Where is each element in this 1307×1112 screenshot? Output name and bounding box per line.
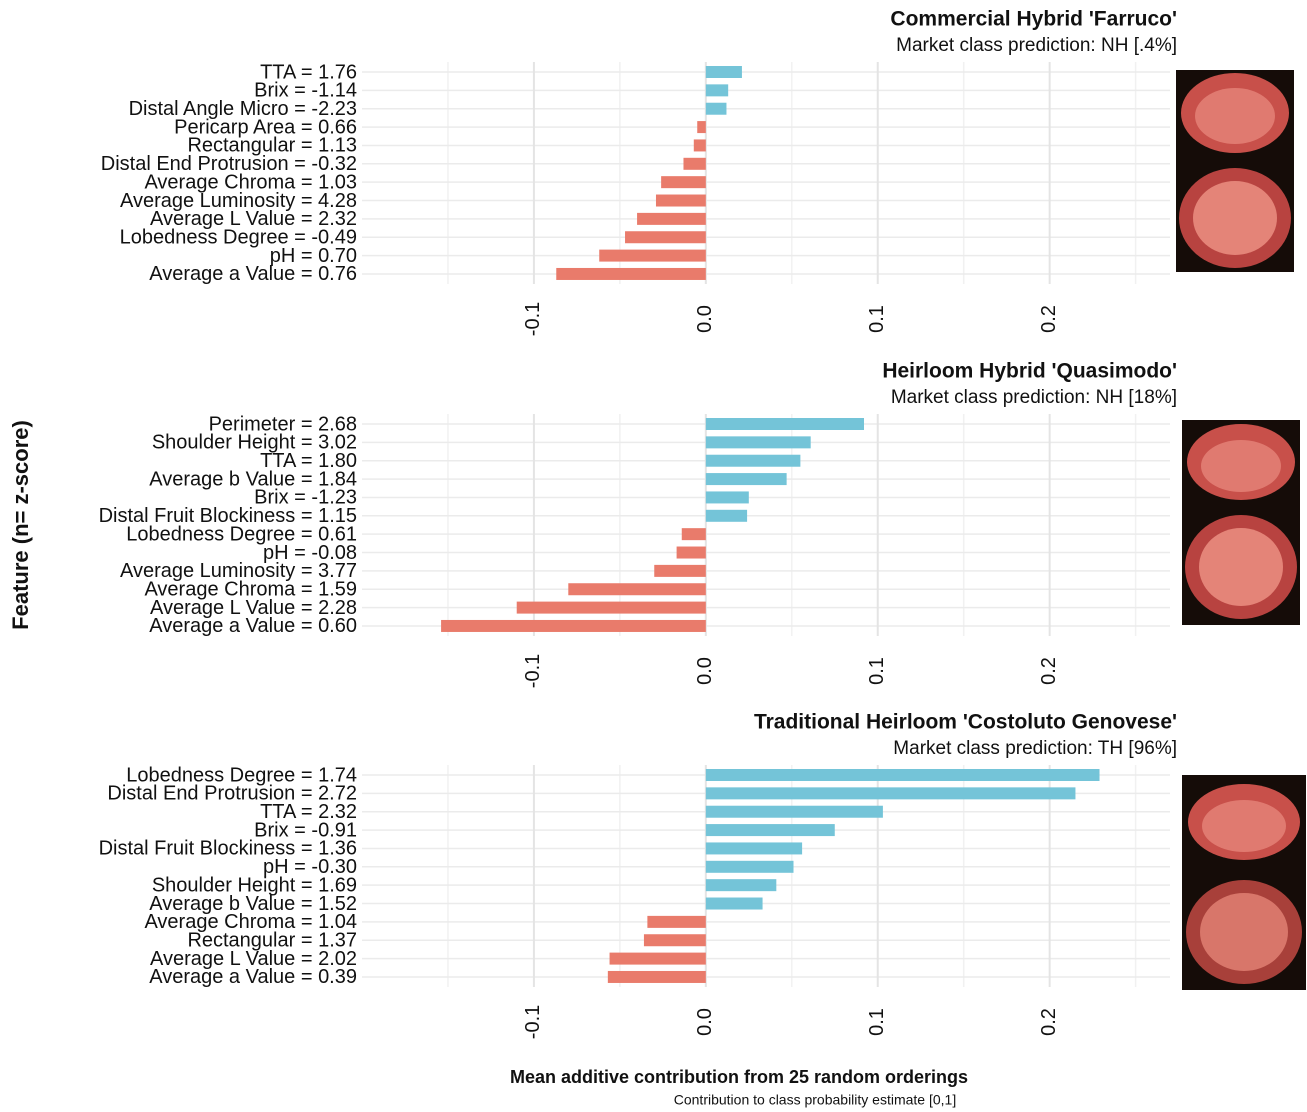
- bar: [706, 436, 811, 448]
- bar: [677, 547, 706, 559]
- bar: [654, 565, 706, 577]
- x-tick-label: -0.1: [522, 654, 544, 688]
- bar: [556, 268, 706, 280]
- panel-title: Heirloom Hybrid 'Quasimodo': [882, 360, 1177, 383]
- bar: [656, 195, 706, 207]
- bar: [610, 953, 706, 965]
- x-tick-label: 0.1: [866, 657, 888, 685]
- y-tick-label: Average a Value = 0.60: [149, 615, 357, 637]
- bar: [706, 806, 883, 818]
- bar: [647, 916, 705, 928]
- bar: [706, 491, 749, 503]
- x-axis-title: Mean additive contribution from 25 rando…: [510, 1067, 968, 1087]
- bar: [706, 473, 787, 485]
- panel-subtitle: Market class prediction: TH [96%]: [893, 738, 1177, 759]
- bar: [706, 787, 1076, 799]
- panel-title: Traditional Heirloom 'Costoluto Genovese…: [754, 711, 1177, 734]
- bar: [682, 528, 706, 540]
- bar: [683, 158, 705, 170]
- bar: [706, 103, 727, 115]
- x-tick-label: 0.2: [1038, 1008, 1060, 1036]
- x-tick-label: 0.1: [866, 1008, 888, 1036]
- bar: [568, 583, 706, 595]
- bar: [706, 898, 763, 910]
- bar: [706, 84, 728, 96]
- panel-title: Commercial Hybrid 'Farruco': [890, 8, 1177, 31]
- bar: [599, 250, 706, 262]
- bar: [706, 66, 742, 78]
- bar: [706, 510, 747, 522]
- y-tick-label: Average a Value = 0.39: [149, 966, 357, 988]
- x-tick-label: 0.2: [1038, 657, 1060, 685]
- bar: [625, 231, 706, 243]
- x-tick-label: 0.0: [694, 657, 716, 685]
- bar: [706, 418, 864, 430]
- x-tick-label: 0.0: [694, 305, 716, 333]
- y-tick-label: Average a Value = 0.76: [149, 263, 357, 285]
- panel-subtitle: Market class prediction: NH [.4%]: [896, 35, 1177, 56]
- bar: [706, 842, 802, 854]
- tomato-photo: [1176, 70, 1306, 990]
- bar: [706, 824, 835, 836]
- x-tick-label: 0.0: [694, 1008, 716, 1036]
- x-tick-label: 0.2: [1038, 305, 1060, 333]
- chart: Feature (n= z-score) Mean additive contr…: [0, 0, 1307, 1112]
- x-tick-label: -0.1: [522, 1005, 544, 1039]
- bar: [608, 971, 706, 983]
- bar: [706, 769, 1100, 781]
- bar: [517, 602, 706, 614]
- bar: [697, 121, 706, 133]
- bar: [661, 176, 706, 188]
- bar: [706, 455, 801, 467]
- bar: [694, 139, 706, 151]
- y-axis-title: Feature (n= z-score): [8, 420, 33, 630]
- x-axis-subtitle: Contribution to class probability estima…: [674, 1092, 956, 1108]
- bar: [441, 620, 706, 632]
- bar: [637, 213, 706, 225]
- x-tick-label: 0.1: [866, 305, 888, 333]
- bar: [644, 934, 706, 946]
- bar: [706, 879, 776, 891]
- panel-subtitle: Market class prediction: NH [18%]: [891, 387, 1177, 408]
- bar: [706, 861, 794, 873]
- x-tick-label: -0.1: [522, 302, 544, 336]
